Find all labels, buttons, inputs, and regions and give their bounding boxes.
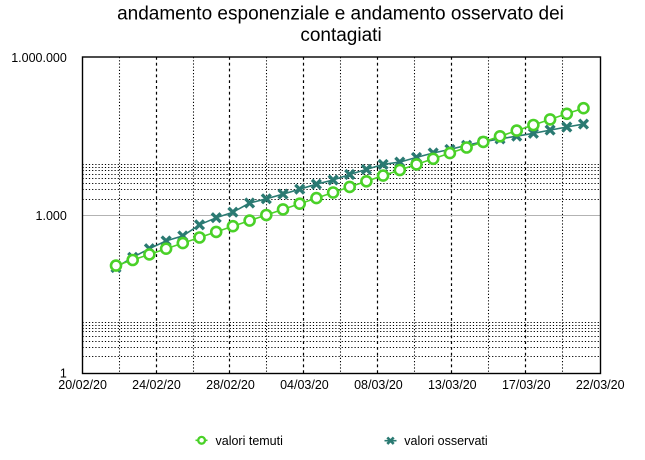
- svg-text:1.000.000: 1.000.000: [11, 51, 67, 65]
- svg-text:1: 1: [60, 367, 67, 381]
- svg-text:22/03/20: 22/03/20: [576, 378, 625, 392]
- svg-text:08/03/20: 08/03/20: [354, 378, 403, 392]
- svg-text:contagiati: contagiati: [300, 25, 381, 46]
- svg-text:20/02/20: 20/02/20: [58, 378, 107, 392]
- svg-text:andamento esponenziale e andam: andamento esponenziale e andamento osser…: [117, 4, 564, 25]
- svg-text:04/03/20: 04/03/20: [280, 378, 329, 392]
- svg-text:17/03/20: 17/03/20: [502, 378, 551, 392]
- svg-text:24/02/20: 24/02/20: [132, 378, 181, 392]
- svg-text:1.000: 1.000: [36, 209, 67, 223]
- svg-text:13/03/20: 13/03/20: [428, 378, 477, 392]
- svg-text:28/02/20: 28/02/20: [206, 378, 255, 392]
- svg-text:valori osservati: valori osservati: [404, 434, 487, 448]
- svg-text:valori temuti: valori temuti: [216, 434, 283, 448]
